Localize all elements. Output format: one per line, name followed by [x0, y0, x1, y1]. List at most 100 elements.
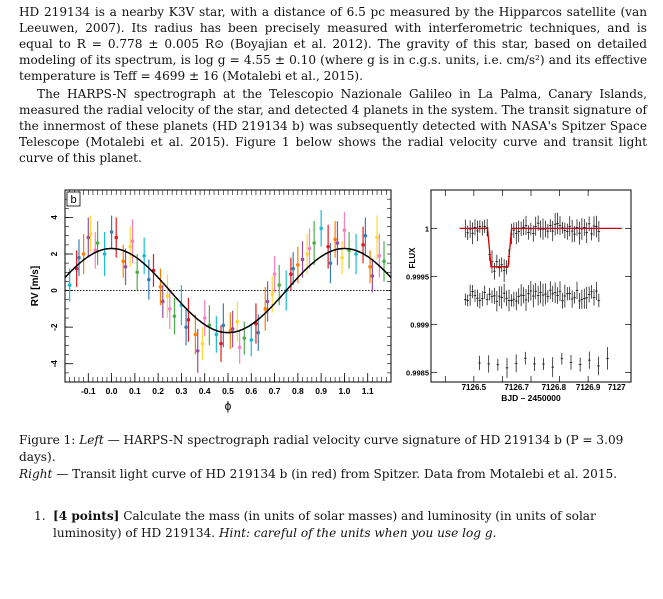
rv-model-curve — [64, 247, 392, 334]
rv-data-point — [319, 226, 323, 231]
lc-y-axis-label: FLUX — [408, 247, 417, 269]
rv-data-point — [263, 307, 268, 311]
rv-data-point — [270, 292, 275, 297]
rv-data-point — [368, 265, 372, 269]
rv-data-point — [333, 237, 337, 242]
rv-data-point — [123, 265, 128, 269]
rv-data-point — [370, 274, 375, 278]
rv-data-point — [184, 325, 188, 329]
rv-data-point — [242, 336, 247, 340]
problem-points: [4 points] — [53, 509, 120, 523]
rv-data-point — [221, 323, 226, 328]
transit-chart: 1 0.9995 0.999 0.9985 7126.5 7126.7 7126.8 7126… — [406, 189, 632, 403]
rv-data-point — [214, 332, 219, 337]
lc-x-tick-label: 7126.8 — [542, 383, 567, 392]
rv-x-tick-label: 0.4 — [199, 386, 211, 396]
rv-data-point — [81, 252, 86, 256]
rv-series — [95, 221, 386, 355]
rv-data-point — [86, 235, 91, 240]
rv-data-point — [265, 299, 270, 304]
rv-data-point — [363, 233, 368, 238]
rv-data-point — [361, 243, 365, 247]
rv-data-point — [114, 235, 119, 240]
rv-data-point — [305, 252, 309, 256]
lc-x-tick-label: 7126.9 — [576, 383, 601, 392]
problem-text: Calculate the mass (in units of solar ma… — [53, 509, 596, 540]
caption-left-word: Left — [79, 433, 104, 447]
rv-data-point — [130, 239, 135, 243]
rv-data-point — [377, 254, 382, 258]
rv-series — [93, 211, 382, 364]
rv-y-tick-label: 2 — [50, 251, 59, 256]
rv-data-point — [77, 255, 81, 260]
rv-data-point — [74, 266, 79, 271]
lc-binned-series — [478, 347, 609, 378]
rv-data-point — [102, 252, 107, 256]
problem-number: 1. — [34, 509, 46, 523]
rv-data-point — [237, 345, 242, 350]
rv-data-point — [340, 255, 344, 260]
rv-data-point — [186, 318, 191, 322]
rv-data-point — [256, 330, 261, 335]
rv-chart: -0.1 0.0 0.1 0.2 0.3 0.4 0.5 0.6 0.7 0.8 0.9 1.0 1.1… — [30, 189, 392, 413]
caption-label: Figure 1: — [19, 433, 76, 447]
rv-data-point — [67, 283, 72, 287]
rv-data-point — [93, 248, 98, 253]
rv-data-point — [195, 349, 200, 353]
lc-y-tick-label: 1 — [425, 224, 429, 233]
rv-frame — [64, 189, 392, 383]
paragraph-harps: The HARPS-N spectrograph at the Telescop… — [19, 87, 647, 165]
rv-data-point — [382, 259, 386, 264]
figure-caption: Figure 1: Left — HARPS-N spectrograph ra… — [19, 432, 647, 483]
rv-data-point — [167, 307, 172, 311]
rv-series — [74, 217, 365, 362]
rv-data-point — [165, 294, 170, 298]
rv-data-point — [312, 241, 316, 245]
rv-data-point — [375, 235, 379, 240]
rv-data-point — [354, 252, 358, 256]
lc-binned-series — [463, 212, 601, 283]
rv-x-axis-label: ϕ — [225, 399, 232, 413]
caption-left-text: — HARPS-N spectrograph radial velocity c… — [19, 433, 624, 464]
rv-panel-label: b — [66, 191, 81, 207]
rv-data-point — [277, 283, 282, 287]
rv-data-point — [95, 241, 100, 245]
lc-x-tick-label: 7126.7 — [504, 383, 529, 392]
rv-x-tick-label: 0.8 — [292, 386, 304, 396]
rv-y-tick-label: -4 — [50, 360, 59, 368]
problem-hint: Hint: careful of the units when you use … — [215, 526, 497, 540]
rv-data-point — [326, 244, 330, 249]
rv-x-tick-label: 1.1 — [362, 386, 374, 396]
rv-x-tick-label: 0.3 — [176, 386, 188, 396]
rv-x-tick-label: 0.1 — [129, 386, 141, 396]
rv-panel-label-text: b — [70, 194, 76, 206]
lc-x-tick-label: 7126.5 — [462, 383, 487, 392]
rv-data-point — [121, 259, 126, 264]
rv-data-point — [328, 261, 333, 265]
rv-data-point — [289, 272, 293, 276]
rv-data-point — [291, 266, 296, 271]
rv-series — [67, 210, 358, 357]
lc-x-tick-label: 7127 — [608, 383, 626, 392]
lc-y-tick-label: 0.999 — [410, 320, 429, 329]
rv-data-point — [147, 277, 151, 282]
rv-y-axis-label: RV [m/s] — [30, 266, 41, 306]
rv-data-point — [158, 285, 163, 289]
rv-data-point — [230, 327, 235, 331]
rv-data-point — [200, 341, 205, 346]
rv-data-point — [300, 257, 305, 262]
lc-y-tick-label: 0.9995 — [406, 272, 429, 281]
rv-data-point — [142, 254, 146, 258]
rv-data-point — [88, 232, 93, 236]
caption-right-text: — Transit light curve of HD 219134 b (in… — [52, 467, 618, 481]
rv-x-tick-label: 0.0 — [106, 386, 118, 396]
rv-data-point — [235, 319, 240, 324]
rv-x-tick-label: 0.7 — [269, 386, 281, 396]
rv-data-point — [128, 244, 132, 249]
rv-x-tick-label: 0.9 — [315, 386, 327, 396]
lc-x-axis-label: BJD – 2450000 — [501, 393, 561, 403]
rv-data-point — [161, 299, 165, 304]
rv-x-tick-label: 0.5 — [222, 386, 234, 396]
rv-x-tick-label: 0.2 — [152, 386, 164, 396]
rv-data-point — [172, 314, 177, 318]
